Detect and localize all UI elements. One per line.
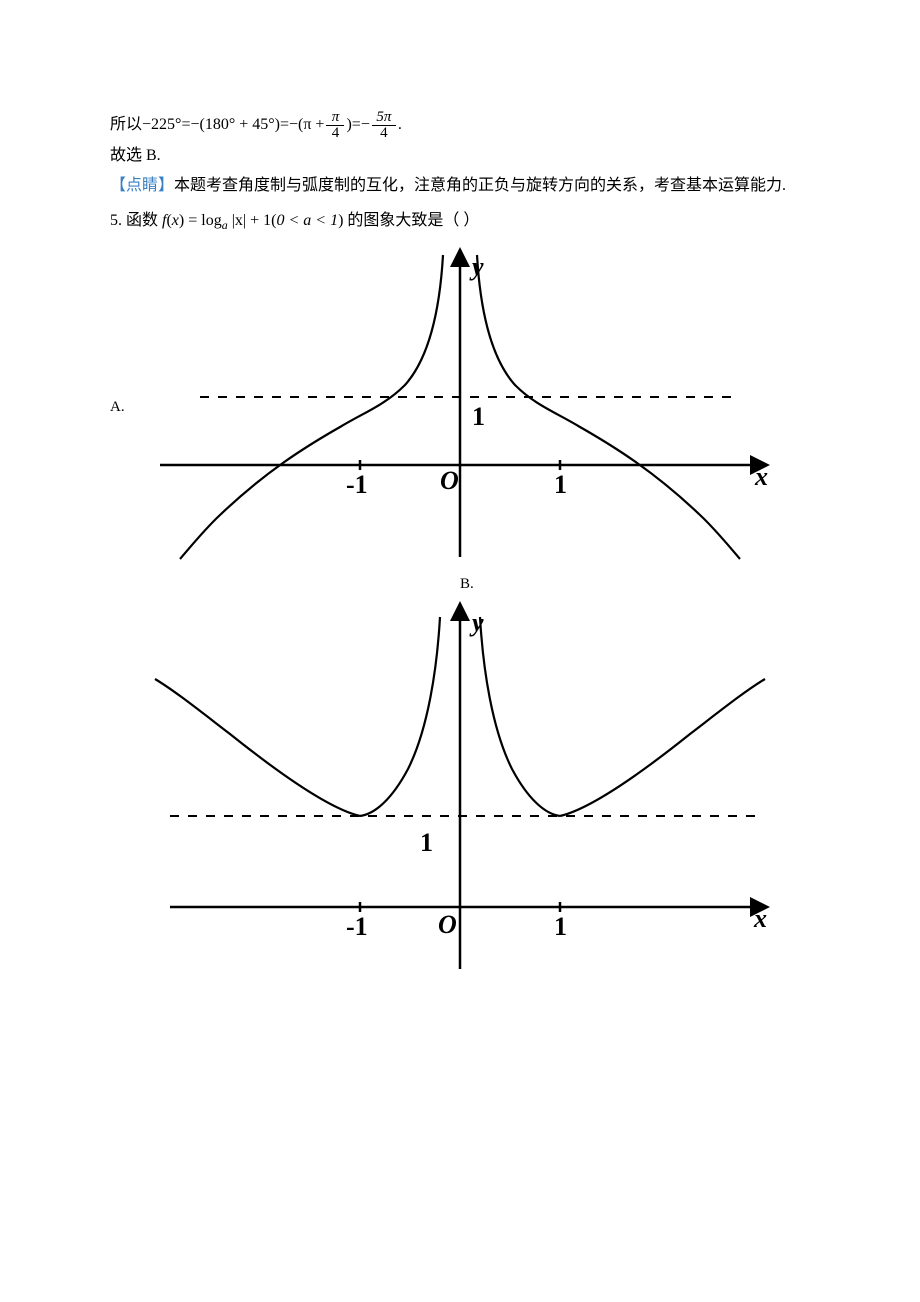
option-a-row: A. (110, 247, 810, 567)
chart-b-pos1-label: 1 (554, 912, 567, 941)
eq-frac1: π 4 (326, 110, 344, 141)
chart-b-curve-right-inner (480, 617, 560, 816)
q5-prefix: 函数 (122, 212, 162, 229)
chart-a-x-label: x (754, 462, 768, 491)
q5-eq: = log (184, 212, 221, 229)
option-a-label: A. (110, 393, 130, 422)
q5-x: x (172, 212, 179, 229)
eq-frac2-den: 4 (380, 126, 388, 141)
q5-line: 5. 函数 f(x) = loga |x| + 1(0 < a < 1) 的图象… (110, 206, 810, 237)
chart-a-pos1-label: 1 (554, 470, 567, 499)
equation-line: 所以 −225° = −(180° + 45°) = −(π + π 4 ) =… (110, 110, 810, 141)
chart-a-origin-label: O (440, 466, 459, 495)
chart-b-neg1-label: -1 (346, 912, 368, 941)
chart-b: y x O -1 1 1 (140, 599, 780, 979)
chart-b-asym-label: 1 (420, 828, 433, 857)
chart-b-curve-left-outer (155, 679, 360, 816)
eq-period: . (398, 110, 402, 140)
eq-frac2: 5π 4 (372, 110, 396, 141)
chart-a-wrap: y x O -1 1 1 (140, 247, 780, 567)
eq-prefix: 所以 (110, 110, 142, 140)
chart-b-curve-right-outer (560, 679, 765, 816)
q5-plus1: + 1 (246, 212, 271, 229)
eq-rhs3-prefix: − (361, 110, 370, 140)
q5-suffix: 的图象大致是（ ） (343, 212, 479, 229)
chart-a: y x O -1 1 1 (140, 247, 780, 567)
hint-block: 【点睛】本题考查角度制与弧度制的互化，注意角的正负与旋转方向的关系，考查基本运算… (110, 171, 810, 201)
hint-text: 本题考查角度制与弧度制的互化，注意角的正负与旋转方向的关系，考查基本运算能力. (174, 177, 786, 194)
eq-eq2: = (280, 110, 289, 140)
choice-line: 故选 B. (110, 141, 810, 171)
chart-b-origin-label: O (438, 910, 457, 939)
eq-lhs1: −225° (142, 110, 181, 140)
eq-eq1: = (181, 110, 190, 140)
q5-num: 5. (110, 212, 122, 229)
chart-b-curve-left-inner (360, 617, 440, 816)
eq-frac1-den: 4 (332, 126, 340, 141)
eq-frac1-num: π (332, 110, 340, 125)
chart-a-curve-right (477, 255, 740, 559)
q5-sub: a (222, 218, 228, 232)
eq-eq3: = (352, 110, 361, 140)
chart-a-curve-left (180, 255, 443, 559)
hint-label: 【点睛】 (110, 177, 174, 194)
q5-abs: |x| (232, 212, 246, 229)
option-b-label: B. (460, 576, 474, 592)
chart-b-y-label: y (469, 608, 484, 637)
eq-rhs1: −(180° + 45°) (190, 110, 280, 140)
chart-a-y-label: y (469, 252, 484, 281)
option-b-label-row: B. (460, 569, 810, 599)
eq-rhs2-prefix: −(π + (289, 110, 324, 140)
q5-cond: 0 < a < 1 (276, 212, 338, 229)
chart-a-asym-label: 1 (472, 402, 485, 431)
chart-b-x-label: x (753, 904, 767, 933)
chart-b-wrap: y x O -1 1 1 (140, 599, 810, 979)
eq-frac2-num: 5π (376, 110, 391, 125)
chart-a-neg1-label: -1 (346, 470, 368, 499)
